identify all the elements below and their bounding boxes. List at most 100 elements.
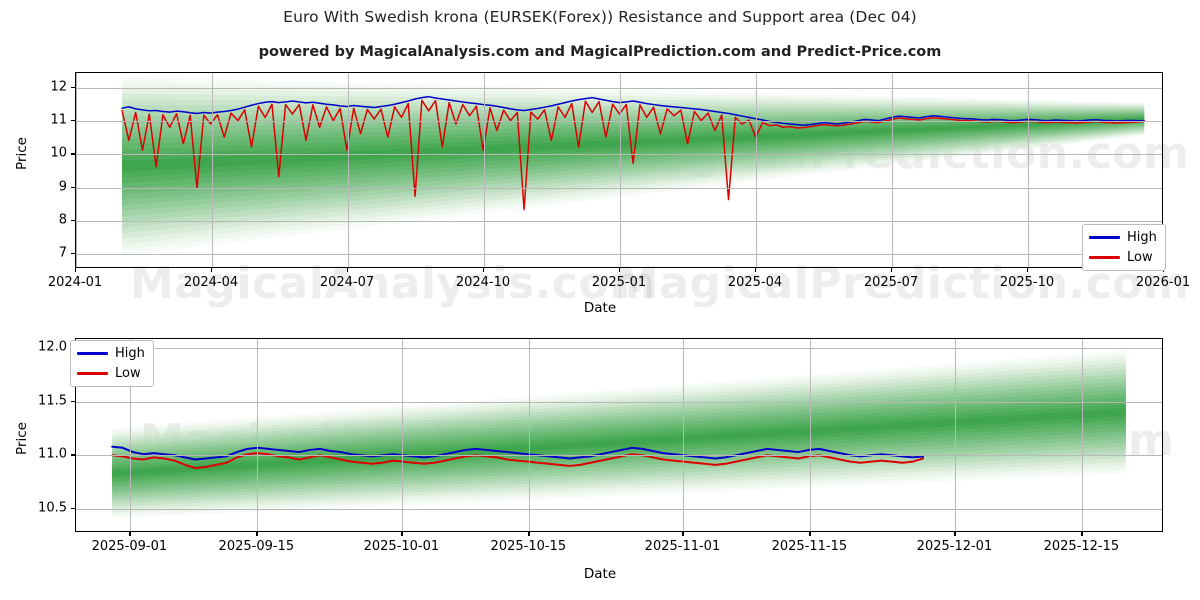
high-line-swatch bbox=[77, 352, 108, 355]
top-chart-legend: High Low bbox=[1082, 224, 1166, 271]
page-title: Euro With Swedish krona (EURSEK(Forex)) … bbox=[283, 8, 917, 26]
gridline-vertical bbox=[620, 73, 621, 267]
y-axis-tick-label: 10.5 bbox=[38, 500, 67, 516]
y-axis-tick-mark bbox=[71, 400, 75, 402]
y-axis-tick-label: 8 bbox=[58, 212, 67, 228]
legend-label-high: High bbox=[115, 346, 145, 361]
page-subtitle: powered by MagicalAnalysis.com and Magic… bbox=[258, 44, 942, 60]
y-axis-tick-label: 11 bbox=[50, 112, 67, 128]
bottom-chart-legend: High Low bbox=[70, 340, 154, 387]
x-axis-tick-mark bbox=[682, 532, 684, 536]
gridline-vertical bbox=[402, 339, 404, 531]
x-axis-tick-mark bbox=[755, 268, 757, 272]
legend-label-high: High bbox=[1127, 230, 1157, 245]
gridline-horizontal bbox=[76, 187, 1162, 189]
x-axis-tick-label: 2025-09-01 bbox=[91, 539, 168, 554]
bottom-chart-plot-area bbox=[75, 338, 1163, 532]
y-axis-tick-mark bbox=[71, 120, 75, 122]
x-axis-tick-label: 2025-07 bbox=[863, 275, 919, 290]
x-axis-tick-label: 2025-10-15 bbox=[490, 539, 567, 554]
y-axis-tick-mark bbox=[71, 153, 75, 155]
x-axis-tick-label: 2025-11-15 bbox=[771, 539, 848, 554]
x-axis-tick-mark bbox=[1027, 268, 1029, 272]
x-axis-tick-mark bbox=[75, 268, 77, 272]
x-axis-tick-mark bbox=[401, 532, 403, 536]
x-axis-tick-label: 2025-10-01 bbox=[363, 539, 440, 554]
gridline-vertical bbox=[529, 339, 531, 531]
top-chart-plot-area bbox=[75, 72, 1163, 268]
gridline-vertical bbox=[955, 339, 957, 531]
gridline-horizontal bbox=[76, 121, 1162, 123]
top-chart-xlabel: Date bbox=[583, 300, 617, 316]
x-axis-tick-label: 2025-09-15 bbox=[218, 539, 295, 554]
y-axis-tick-label: 11.5 bbox=[38, 393, 67, 408]
gridline-vertical bbox=[130, 339, 132, 531]
y-axis-tick-label: 10 bbox=[50, 145, 67, 161]
low-line-swatch bbox=[77, 372, 108, 375]
bottom-chart-ylabel: Price bbox=[14, 422, 30, 455]
x-axis-tick-label: 2025-04 bbox=[727, 275, 783, 290]
gridline-vertical bbox=[1028, 73, 1029, 267]
x-axis-tick-mark bbox=[809, 532, 811, 536]
y-axis-tick-label: 12.0 bbox=[38, 339, 67, 355]
top-chart-ylabel: Price bbox=[14, 137, 30, 170]
y-axis-tick-mark bbox=[71, 219, 75, 222]
legend-item-high[interactable]: High bbox=[1089, 230, 1157, 245]
x-axis-tick-mark bbox=[891, 268, 893, 272]
x-axis-tick-mark bbox=[129, 532, 131, 536]
gridline-vertical bbox=[1082, 339, 1084, 531]
x-axis-tick-mark bbox=[528, 532, 530, 536]
x-axis-tick-label: 2024-04 bbox=[183, 275, 239, 290]
x-axis-tick-label: 2024-01 bbox=[47, 275, 103, 290]
x-axis-tick-mark bbox=[211, 268, 213, 272]
legend-item-high[interactable]: High bbox=[77, 346, 145, 361]
x-axis-tick-mark bbox=[954, 532, 956, 536]
y-axis-tick-mark bbox=[71, 454, 75, 456]
gridline-horizontal bbox=[76, 347, 1162, 349]
legend-label-low: Low bbox=[115, 366, 141, 381]
x-axis-tick-mark bbox=[1081, 532, 1083, 536]
x-axis-tick-label: 2025-01 bbox=[591, 275, 647, 290]
x-axis-tick-mark bbox=[256, 532, 258, 536]
x-axis-tick-label: 2025-11-01 bbox=[644, 539, 721, 554]
x-axis-tick-label: 2025-12-01 bbox=[916, 539, 993, 554]
gridline-vertical bbox=[257, 339, 259, 531]
y-axis-tick-mark bbox=[71, 508, 75, 510]
y-axis-tick-mark bbox=[71, 253, 75, 255]
gridline-vertical bbox=[76, 73, 77, 267]
x-axis-tick-mark bbox=[619, 268, 621, 272]
x-axis-tick-label: 2024-10 bbox=[455, 275, 511, 290]
gridline-vertical bbox=[756, 73, 757, 267]
x-axis-tick-label: 2026-01 bbox=[1135, 275, 1191, 290]
high-line-swatch bbox=[1089, 236, 1120, 239]
gridline-horizontal bbox=[76, 509, 1162, 511]
y-axis-tick-mark bbox=[71, 186, 75, 188]
y-axis-tick-mark bbox=[71, 86, 75, 89]
legend-label-low: Low bbox=[1127, 250, 1153, 265]
y-axis-tick-label: 11.0 bbox=[38, 446, 67, 462]
x-axis-tick-label: 2025-12-15 bbox=[1043, 539, 1120, 554]
gridline-horizontal bbox=[76, 455, 1162, 457]
y-axis-tick-label: 12 bbox=[50, 79, 67, 95]
gridline-vertical bbox=[348, 73, 349, 267]
x-axis-tick-mark bbox=[483, 268, 485, 272]
gridline-horizontal bbox=[76, 220, 1162, 222]
gridline-horizontal bbox=[76, 87, 1162, 89]
x-axis-tick-mark bbox=[347, 268, 349, 272]
gridline-vertical bbox=[484, 73, 485, 267]
gridline-horizontal bbox=[76, 401, 1162, 403]
gridline-horizontal bbox=[76, 254, 1162, 256]
gridline-horizontal bbox=[76, 154, 1162, 156]
bottom-chart-xlabel: Date bbox=[583, 566, 617, 582]
gridline-vertical bbox=[683, 339, 685, 531]
gridline-vertical bbox=[892, 73, 893, 267]
x-axis-tick-label: 2024-07 bbox=[319, 275, 375, 290]
gridline-vertical bbox=[810, 339, 812, 531]
legend-item-low[interactable]: Low bbox=[1089, 250, 1157, 265]
gridline-vertical bbox=[212, 73, 213, 267]
x-axis-tick-label: 2025-10 bbox=[999, 275, 1055, 290]
y-axis-tick-label: 7 bbox=[58, 245, 67, 261]
low-line-swatch bbox=[1089, 256, 1120, 259]
legend-item-low[interactable]: Low bbox=[77, 366, 145, 381]
